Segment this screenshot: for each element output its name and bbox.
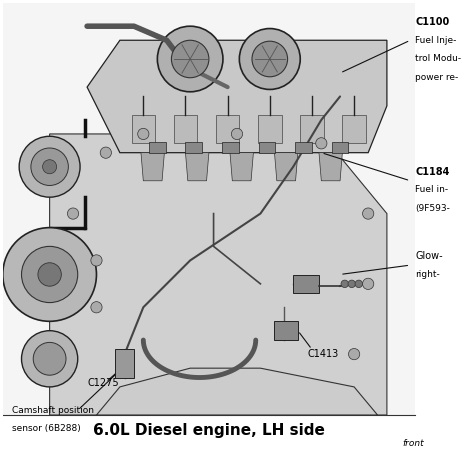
- Bar: [342, 115, 366, 143]
- Circle shape: [348, 348, 360, 360]
- Circle shape: [137, 128, 149, 139]
- Text: C1275: C1275: [87, 377, 118, 388]
- Bar: [293, 275, 319, 293]
- Bar: [149, 142, 166, 153]
- Circle shape: [19, 137, 80, 197]
- Circle shape: [341, 280, 348, 288]
- Bar: [295, 142, 312, 153]
- Polygon shape: [230, 153, 254, 181]
- Circle shape: [363, 208, 374, 219]
- Polygon shape: [87, 40, 387, 153]
- Text: right-: right-: [415, 270, 440, 279]
- Circle shape: [31, 148, 68, 185]
- Circle shape: [67, 208, 79, 219]
- Text: Fuel in-: Fuel in-: [415, 185, 448, 194]
- Text: Fuel Inje-: Fuel Inje-: [415, 36, 456, 45]
- Bar: [274, 321, 298, 340]
- Circle shape: [100, 147, 111, 158]
- Circle shape: [172, 40, 209, 78]
- Polygon shape: [97, 368, 377, 415]
- Circle shape: [33, 342, 66, 375]
- Circle shape: [21, 331, 78, 387]
- Circle shape: [43, 160, 57, 174]
- Circle shape: [231, 128, 243, 139]
- Circle shape: [38, 263, 61, 286]
- Bar: [258, 115, 282, 143]
- Text: power re-: power re-: [415, 73, 458, 82]
- Text: C1413: C1413: [307, 349, 338, 359]
- Bar: [258, 142, 275, 153]
- Bar: [332, 142, 348, 153]
- Bar: [185, 142, 202, 153]
- Circle shape: [157, 26, 223, 92]
- Circle shape: [239, 28, 300, 90]
- Circle shape: [91, 301, 102, 313]
- Circle shape: [316, 137, 327, 149]
- Circle shape: [252, 41, 288, 77]
- Circle shape: [21, 246, 78, 302]
- Text: 6.0L Diesel engine, LH side: 6.0L Diesel engine, LH side: [93, 423, 325, 438]
- Circle shape: [363, 278, 374, 290]
- Text: (9F593-: (9F593-: [415, 204, 450, 213]
- Bar: [300, 115, 324, 143]
- Polygon shape: [274, 153, 298, 181]
- Text: C1184: C1184: [415, 167, 449, 177]
- Text: Glow-: Glow-: [415, 251, 443, 261]
- Polygon shape: [141, 153, 164, 181]
- Text: sensor (6B288): sensor (6B288): [12, 424, 81, 433]
- Text: front: front: [403, 439, 424, 448]
- Bar: [3, 3, 415, 415]
- Circle shape: [355, 280, 363, 288]
- Text: Camshaft position: Camshaft position: [12, 406, 94, 415]
- Bar: [115, 349, 134, 377]
- Polygon shape: [185, 153, 209, 181]
- Bar: [216, 115, 239, 143]
- Polygon shape: [319, 153, 342, 181]
- Bar: [222, 142, 239, 153]
- Text: C1100: C1100: [415, 17, 449, 27]
- Circle shape: [348, 280, 356, 288]
- Bar: [132, 115, 155, 143]
- Polygon shape: [50, 134, 387, 415]
- Text: trol Modu-: trol Modu-: [415, 55, 461, 64]
- Bar: [174, 115, 197, 143]
- Circle shape: [3, 228, 97, 321]
- Circle shape: [91, 255, 102, 266]
